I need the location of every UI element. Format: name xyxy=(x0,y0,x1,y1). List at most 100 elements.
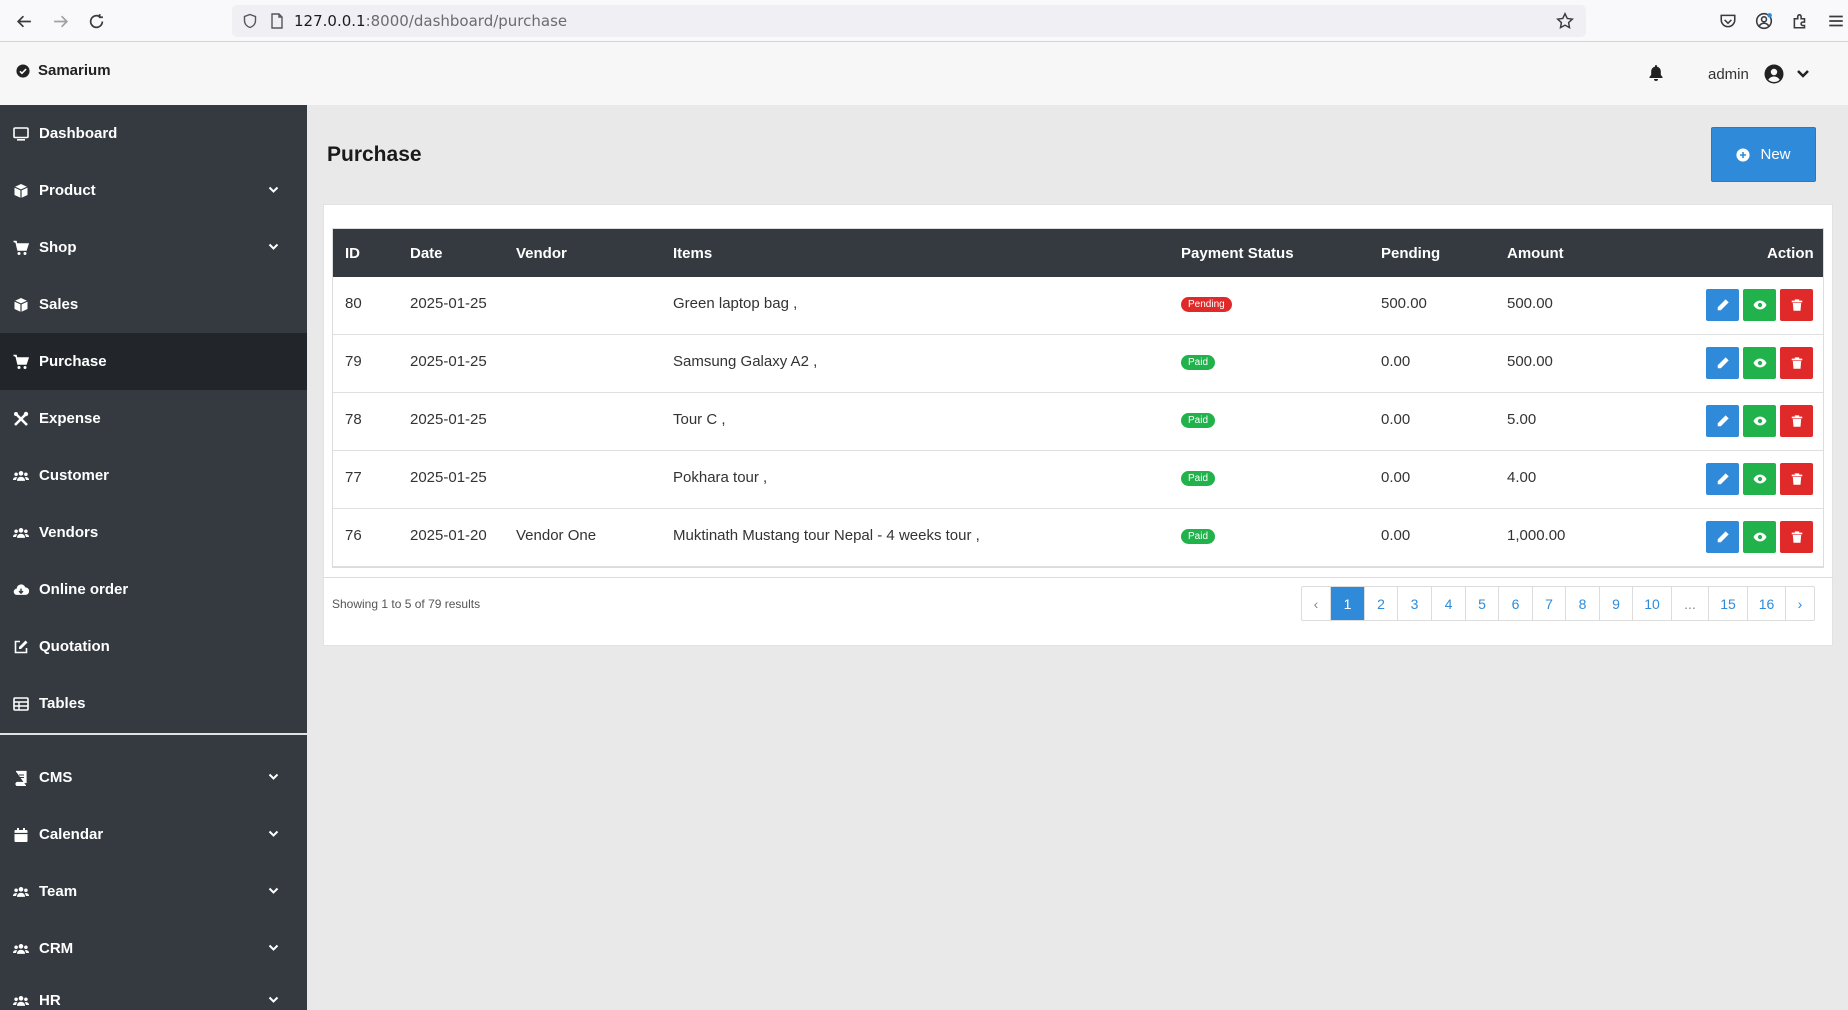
address-bar[interactable]: 127.0.0.1:8000/dashboard/purchase xyxy=(232,5,1586,37)
app-header: Samarium admin xyxy=(0,42,1848,105)
page-9[interactable]: 9 xyxy=(1599,587,1632,620)
sidebar-item-label: HR xyxy=(39,992,61,1009)
cell-pending: 0.00 xyxy=(1381,411,1411,428)
sidebar-item-dashboard[interactable]: Dashboard xyxy=(0,105,307,162)
view-button[interactable] xyxy=(1743,521,1776,553)
new-purchase-button[interactable]: New xyxy=(1711,127,1816,182)
sidebar-item-cms[interactable]: CMS xyxy=(0,749,307,806)
delete-button[interactable] xyxy=(1780,463,1813,495)
sidebar-item-shop[interactable]: Shop xyxy=(0,219,307,276)
account-icon[interactable] xyxy=(1750,7,1778,35)
cube-icon xyxy=(12,297,29,313)
sidebar-item-hr[interactable]: HR xyxy=(0,972,307,1010)
page-10[interactable]: 10 xyxy=(1632,587,1671,620)
sidebar-item-label: CRM xyxy=(39,940,74,957)
page-5[interactable]: 5 xyxy=(1465,587,1498,620)
sidebar-item-label: Purchase xyxy=(39,353,107,370)
table-row: 78 2025-01-25 Tour C , Paid 0.00 5.00 xyxy=(333,393,1823,451)
bookmark-star-icon[interactable] xyxy=(1556,12,1574,30)
page-6[interactable]: 6 xyxy=(1498,587,1532,620)
chevron-down-icon[interactable] xyxy=(1796,69,1810,79)
cell-amount: 4.00 xyxy=(1507,469,1537,486)
sidebar-divider xyxy=(0,733,307,735)
sidebar-item-label: Shop xyxy=(39,239,77,256)
cell-date: 2025-01-25 xyxy=(410,411,487,428)
delete-button[interactable] xyxy=(1780,521,1813,553)
back-icon[interactable] xyxy=(10,7,38,35)
table-row: 79 2025-01-25 Samsung Galaxy A2 , Paid 0… xyxy=(333,335,1823,393)
page-7[interactable]: 7 xyxy=(1532,587,1565,620)
page-icon xyxy=(271,13,283,29)
page-title: Purchase xyxy=(327,143,422,166)
chevron-down-icon xyxy=(268,996,279,1003)
sidebar-item-sales[interactable]: Sales xyxy=(0,276,307,333)
eye-icon xyxy=(1752,474,1767,484)
sidebar-item-crm[interactable]: CRM xyxy=(0,920,307,977)
sidebar-item-online-order[interactable]: Online order xyxy=(0,561,307,618)
edit-button[interactable] xyxy=(1706,289,1739,321)
cell-pending: 0.00 xyxy=(1381,353,1411,370)
sidebar-item-calendar[interactable]: Calendar xyxy=(0,806,307,863)
page-2[interactable]: 2 xyxy=(1364,587,1397,620)
user-name[interactable]: admin xyxy=(1708,66,1749,83)
pocket-icon[interactable] xyxy=(1714,7,1742,35)
page-8[interactable]: 8 xyxy=(1565,587,1599,620)
users-icon xyxy=(12,884,29,900)
url-text: 127.0.0.1:8000/dashboard/purchase xyxy=(294,12,568,30)
cell-items: Tour C , xyxy=(673,411,726,428)
sidebar-item-expense[interactable]: Expense xyxy=(0,390,307,447)
tools-icon xyxy=(12,411,29,427)
edit-button[interactable] xyxy=(1706,463,1739,495)
menu-icon[interactable] xyxy=(1822,7,1848,35)
page-15[interactable]: 15 xyxy=(1708,587,1747,620)
sidebar-item-purchase[interactable]: Purchase xyxy=(0,333,307,390)
cell-id: 77 xyxy=(345,469,362,486)
page-ellipsis: ... xyxy=(1671,587,1708,620)
reload-icon[interactable] xyxy=(82,7,110,35)
view-button[interactable] xyxy=(1743,463,1776,495)
sidebar-item-quotation[interactable]: Quotation xyxy=(0,618,307,675)
cell-date: 2025-01-25 xyxy=(410,353,487,370)
edit-button[interactable] xyxy=(1706,347,1739,379)
delete-button[interactable] xyxy=(1780,289,1813,321)
page-next[interactable]: › xyxy=(1785,587,1814,620)
plus-circle-icon xyxy=(1736,147,1751,162)
page-1[interactable]: 1 xyxy=(1330,587,1364,620)
users-icon xyxy=(12,993,29,1009)
extensions-icon[interactable] xyxy=(1786,7,1814,35)
user-avatar-icon[interactable] xyxy=(1764,64,1784,84)
sidebar-item-vendors[interactable]: Vendors xyxy=(0,504,307,561)
users-icon xyxy=(12,468,29,484)
edit-button[interactable] xyxy=(1706,405,1739,437)
chevron-down-icon xyxy=(268,830,279,837)
sidebar-item-label: Vendors xyxy=(39,524,99,541)
column-header-amount: Amount xyxy=(1507,245,1564,262)
monitor-icon xyxy=(12,126,29,142)
cell-items: Pokhara tour , xyxy=(673,469,768,486)
forward-icon[interactable] xyxy=(46,7,74,35)
delete-button[interactable] xyxy=(1780,347,1813,379)
view-button[interactable] xyxy=(1743,405,1776,437)
edit-icon xyxy=(12,639,29,655)
page-4[interactable]: 4 xyxy=(1431,587,1465,620)
table-header: ID Date Vendor Items Payment Status Pend… xyxy=(333,229,1823,277)
pencil-icon xyxy=(1717,531,1729,543)
sidebar-item-tables[interactable]: Tables xyxy=(0,675,307,732)
sidebar-item-label: Quotation xyxy=(39,638,110,655)
sidebar-item-product[interactable]: Product xyxy=(0,162,307,219)
status-badge: Paid xyxy=(1181,529,1216,544)
page-prev[interactable]: ‹ xyxy=(1313,595,1319,612)
sidebar-item-team[interactable]: Team xyxy=(0,863,307,920)
edit-button[interactable] xyxy=(1706,521,1739,553)
view-button[interactable] xyxy=(1743,289,1776,321)
page-16[interactable]: 16 xyxy=(1747,587,1785,620)
pencil-icon xyxy=(1717,473,1729,485)
delete-button[interactable] xyxy=(1780,405,1813,437)
brand[interactable]: Samarium xyxy=(16,62,111,79)
page-3[interactable]: 3 xyxy=(1397,587,1431,620)
status-badge: Pending xyxy=(1181,297,1232,312)
view-button[interactable] xyxy=(1743,347,1776,379)
cell-date: 2025-01-25 xyxy=(410,295,487,312)
sidebar-item-customer[interactable]: Customer xyxy=(0,447,307,504)
bell-icon[interactable] xyxy=(1648,64,1664,82)
